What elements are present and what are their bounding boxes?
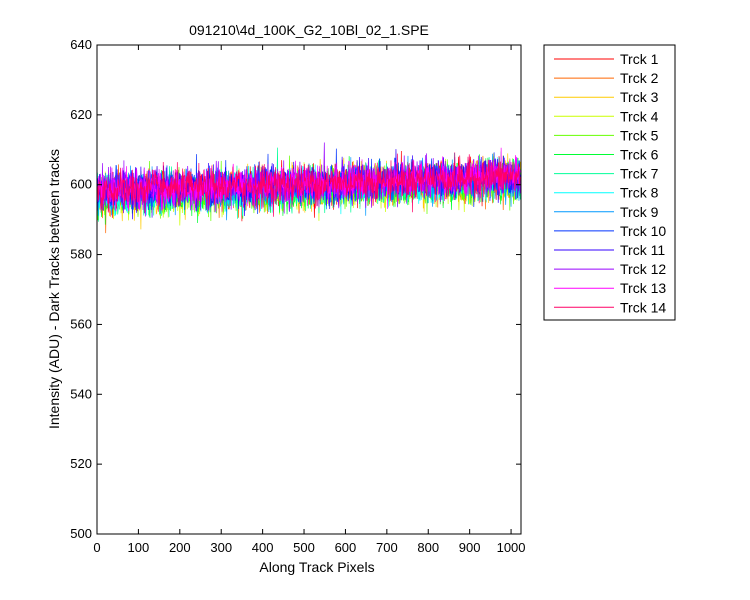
legend-label-14: Trck 14: [620, 299, 666, 315]
y-tick-label: 560: [70, 316, 92, 331]
x-tick-label: 900: [459, 540, 481, 555]
legend-label-7: Trck 7: [620, 166, 659, 182]
legend-label-4: Trck 4: [620, 108, 659, 124]
legend-label-1: Trck 1: [620, 51, 659, 67]
x-tick-label: 400: [252, 540, 274, 555]
x-tick-label: 800: [417, 540, 439, 555]
legend-label-11: Trck 11: [620, 242, 665, 258]
x-tick-label: 0: [93, 540, 100, 555]
x-tick-label: 600: [335, 540, 357, 555]
chart-title: 091210\4d_100K_G2_10Bl_02_1.SPE: [189, 22, 429, 38]
y-tick-label: 620: [70, 107, 92, 122]
x-tick-label: 200: [169, 540, 191, 555]
y-tick-label: 580: [70, 247, 92, 262]
y-tick-label: 500: [70, 526, 92, 541]
y-tick-label: 520: [70, 456, 92, 471]
x-tick-label: 100: [128, 540, 150, 555]
y-axis: 500 520 540 560 580 600 620 640: [70, 37, 521, 541]
y-axis-label: Intensity (ADU) - Dark Tracks between tr…: [46, 149, 62, 429]
legend-label-9: Trck 9: [620, 204, 659, 220]
series-line-14: [96, 152, 521, 217]
x-axis: 0 100 200 300 400 500 600 700 800 900 1000: [93, 45, 526, 555]
x-tick-label: 500: [293, 540, 315, 555]
axes-frame: [96, 44, 522, 535]
plot-area: [96, 44, 522, 535]
legend-label-13: Trck 13: [620, 280, 666, 296]
x-tick-label: 700: [376, 540, 398, 555]
y-tick-label: 640: [70, 37, 92, 52]
legend-label-10: Trck 10: [620, 223, 666, 239]
legend-label-2: Trck 2: [620, 70, 659, 86]
series-group: [96, 142, 521, 252]
legend: Trck 1 Trck 2 Trck 3 Trck 4 Trck 5 Trck 6 Trck…: [543, 44, 676, 321]
y-tick-label: 540: [70, 386, 92, 401]
x-tick-label: 1000: [497, 540, 526, 555]
axes-background: [97, 45, 521, 534]
legend-label-6: Trck 6: [620, 147, 659, 163]
y-tick-label: 600: [70, 177, 92, 192]
x-tick-label: 300: [210, 540, 232, 555]
legend-label-8: Trck 8: [620, 185, 659, 201]
legend-label-5: Trck 5: [620, 127, 659, 143]
legend-box: [543, 44, 676, 321]
legend-label-3: Trck 3: [620, 89, 659, 105]
legend-items: Trck 1 Trck 2 Trck 3 Trck 4 Trck 5 Trck 6 Trck…: [554, 51, 666, 315]
legend-label-12: Trck 12: [620, 261, 666, 277]
x-axis-label: Along Track Pixels: [259, 559, 374, 575]
